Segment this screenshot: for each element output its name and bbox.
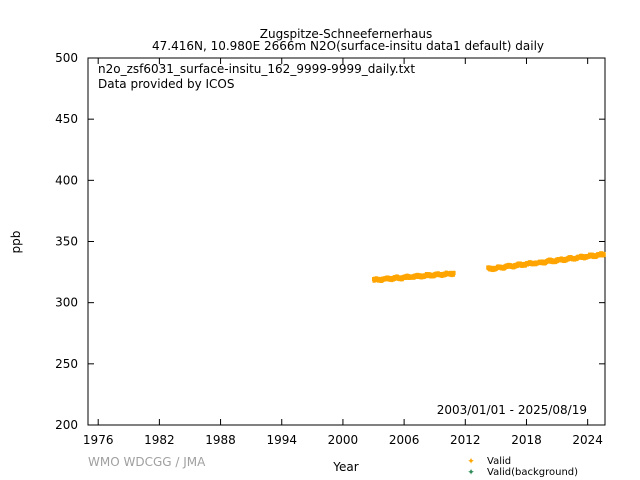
legend-marker-valid: ✦ — [467, 457, 475, 467]
x-tick-label: 2024 — [572, 433, 603, 447]
credit-text: WMO WDCGG / JMA — [88, 455, 206, 469]
x-tick-label: 2018 — [511, 433, 542, 447]
axis-ticks: 1976 1982 1988 1994 2000 2006 2012 2018 2024 200 2… — [55, 51, 605, 447]
legend-label-valid: Valid — [487, 456, 511, 467]
legend-marker-background: ✦ — [467, 468, 475, 478]
chart-subtitle: 47.416N, 10.980E 2666m N2O(surface-insit… — [152, 39, 544, 53]
y-tick-label: 200 — [55, 418, 78, 432]
data-points — [372, 251, 606, 283]
x-axis-label: Year — [332, 460, 358, 474]
x-tick-label: 1982 — [144, 433, 175, 447]
data-point — [602, 253, 606, 258]
y-tick-label: 400 — [55, 173, 78, 187]
y-axis-label: ppb — [9, 231, 23, 254]
provider-annotation: Data provided by ICOS — [98, 77, 234, 91]
x-tick-label: 1976 — [83, 433, 114, 447]
x-tick-label: 2012 — [450, 433, 481, 447]
y-tick-label: 350 — [55, 235, 78, 249]
x-tick-label: 1988 — [205, 433, 236, 447]
legend: ✦ Valid ✦ Valid(background) — [467, 456, 578, 478]
y-tick-label: 250 — [55, 357, 78, 371]
plot-frame — [87, 57, 606, 426]
y-tick-label: 500 — [55, 51, 78, 65]
chart-title: Zugspitze-Schneefernerhaus — [260, 27, 432, 41]
data-point — [452, 271, 456, 276]
file-annotation: n2o_zsf6031_surface-insitu_162_9999-9999… — [98, 62, 415, 76]
x-tick-label: 2000 — [328, 433, 359, 447]
x-tick-label: 1994 — [266, 433, 297, 447]
x-tick-label: 2006 — [389, 433, 420, 447]
legend-label-background: Valid(background) — [487, 467, 578, 478]
y-tick-label: 300 — [55, 296, 78, 310]
y-tick-label: 450 — [55, 112, 78, 126]
date-range: 2003/01/01 - 2025/08/19 — [437, 403, 587, 417]
